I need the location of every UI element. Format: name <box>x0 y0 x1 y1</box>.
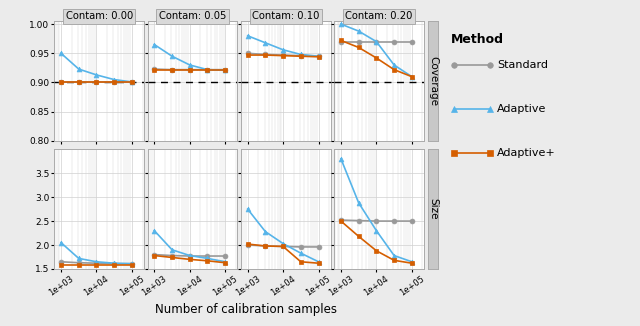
Title: Contam: 0.00: Contam: 0.00 <box>65 11 133 21</box>
Text: Size: Size <box>428 198 438 220</box>
Text: Coverage: Coverage <box>428 56 438 106</box>
Title: Contam: 0.20: Contam: 0.20 <box>346 11 413 21</box>
Text: Adaptive+: Adaptive+ <box>497 148 556 158</box>
Text: Adaptive: Adaptive <box>497 104 547 114</box>
Text: Standard: Standard <box>497 60 548 70</box>
Title: Contam: 0.10: Contam: 0.10 <box>252 11 319 21</box>
Title: Contam: 0.05: Contam: 0.05 <box>159 11 226 21</box>
Text: Number of calibration samples: Number of calibration samples <box>156 303 337 316</box>
Text: Method: Method <box>451 33 504 46</box>
